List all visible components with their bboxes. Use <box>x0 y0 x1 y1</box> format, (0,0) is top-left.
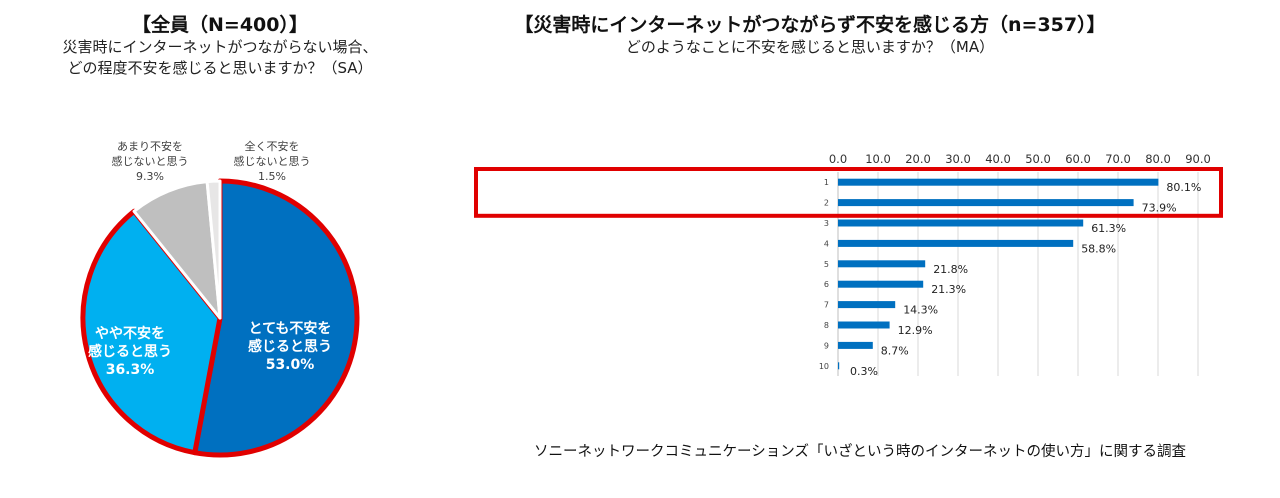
category-label-10: 10 <box>819 362 829 371</box>
pie-label-1-line-1: とても不安を <box>249 320 332 337</box>
bar-1 <box>838 178 1159 186</box>
bar-value-label-4: 58.8% <box>1081 242 1116 255</box>
pie-slice-3 <box>132 180 222 320</box>
highlight-box <box>474 167 1223 218</box>
bar-5 <box>838 260 926 268</box>
category-label-8: 8 <box>824 321 829 330</box>
bar-8 <box>838 321 890 329</box>
bar-value-label-1: 80.1% <box>1166 181 1201 194</box>
bar-value-label-5: 21.8% <box>933 263 968 276</box>
pie-label-3-line-2: 感じないと思う <box>112 155 189 168</box>
bar-2 <box>838 199 1134 207</box>
x-tick-label: 80.0 <box>1145 152 1171 166</box>
bar-value-label-2: 73.9% <box>1142 202 1177 215</box>
pie-label-4-line-1: 全く不安を <box>245 139 300 153</box>
category-label-5: 5 <box>824 260 829 269</box>
bar-value-label-9: 8.7% <box>881 344 909 357</box>
x-tick-label: 0.0 <box>829 152 847 166</box>
pie-label-4-line-2: 感じないと思う <box>234 155 311 168</box>
pie-chart-subtitle-line-1: 災害時にインターネットがつながらない場合、 <box>62 38 378 56</box>
bar-value-label-8: 12.9% <box>898 324 933 337</box>
pie-value-label-3: 9.3% <box>136 170 164 183</box>
source-note: ソニーネットワークコミュニケーションズ「いざという時のインターネットの使い方」に… <box>534 444 1186 460</box>
x-tick-label: 90.0 <box>1185 152 1211 166</box>
x-tick-label: 60.0 <box>1065 152 1091 166</box>
pie-label-3-line-1: あまり不安を <box>117 139 183 153</box>
bar-value-label-6: 21.3% <box>931 283 966 296</box>
bar-value-label-10: 0.3% <box>850 365 878 378</box>
pie-value-label-2: 36.3% <box>106 362 155 378</box>
category-label-7: 7 <box>824 301 829 310</box>
pie-slice-4 <box>205 179 222 320</box>
pie-label-2-line-2: 感じると思う <box>88 343 172 360</box>
category-label-2: 2 <box>824 199 829 208</box>
pie-chart-subtitle: 災害時にインターネットがつながらない場合、 どの程度不安を感じると思いますか？（… <box>0 37 440 79</box>
x-tick-label: 20.0 <box>905 152 931 166</box>
bar-chart-title: 【災害時にインターネットがつながらず不安を感じる方（n=357）】 <box>514 14 1106 36</box>
category-label-9: 9 <box>824 341 829 350</box>
x-tick-label: 50.0 <box>1025 152 1051 166</box>
x-tick-label: 70.0 <box>1105 152 1131 166</box>
category-label-6: 6 <box>824 280 829 289</box>
bar-10 <box>838 362 840 370</box>
x-tick-label: 40.0 <box>985 152 1011 166</box>
pie-label-2-line-1: やや不安を <box>95 325 165 342</box>
pie-label-1-line-2: 感じると思う <box>248 338 332 355</box>
pie-slice-1 <box>192 178 360 458</box>
bar-3 <box>838 219 1084 227</box>
pie-chart-title: 【全員（N=400）】 <box>132 14 308 36</box>
x-tick-label: 30.0 <box>945 152 971 166</box>
bar-value-label-7: 14.3% <box>903 304 938 317</box>
category-label-4: 4 <box>824 239 829 248</box>
category-label-3: 3 <box>824 219 829 228</box>
bar-value-label-3: 61.3% <box>1091 222 1126 235</box>
x-tick-label: 10.0 <box>865 152 891 166</box>
category-label-1: 1 <box>824 178 829 187</box>
pie-value-label-4: 1.5% <box>258 170 286 183</box>
bar-chart-subtitle: どのようなことに不安を感じると思いますか？（MA） <box>625 38 995 56</box>
pie-chart-subtitle-line-2: どの程度不安を感じると思いますか？（SA） <box>67 59 373 77</box>
bar-6 <box>838 280 924 288</box>
pie-slice-2 <box>80 208 223 456</box>
bar-7 <box>838 301 896 309</box>
bar-9 <box>838 341 873 349</box>
bar-4 <box>838 239 1074 247</box>
pie-chart: とても不安を感じると思う53.0%やや不安を感じると思う36.3%あまり不安を感… <box>80 139 360 458</box>
pie-value-label-1: 53.0% <box>266 357 315 373</box>
